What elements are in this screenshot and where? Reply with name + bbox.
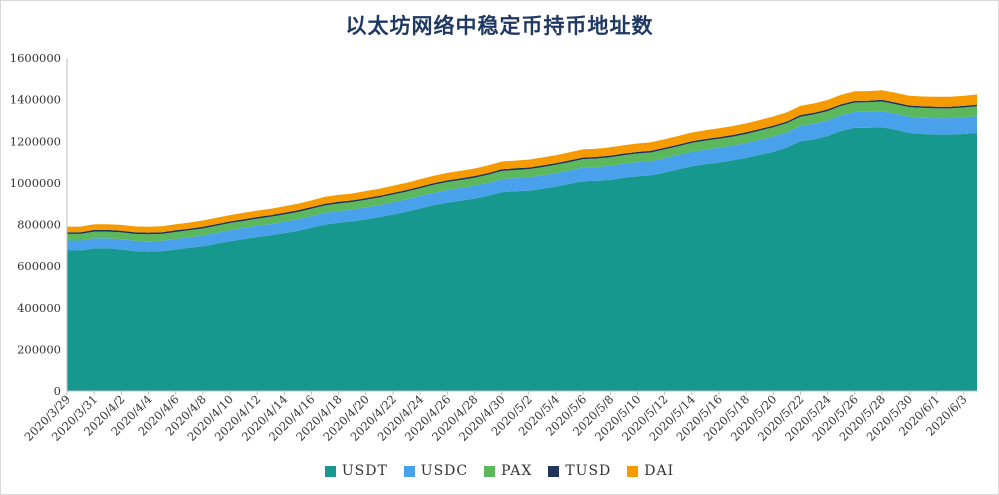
legend-item-pax: PAX <box>484 463 532 479</box>
legend-item-usdt: USDT <box>324 463 388 479</box>
legend: USDT USDC PAX TUSD DAI <box>0 463 999 479</box>
legend-label: TUSD <box>565 463 612 479</box>
y-axis: 0 200000 400000 600000 800000 1000000 1200000 1… <box>10 51 68 398</box>
y-tick-label: 800000 <box>17 218 61 232</box>
chart-title: 以太坊网络中稳定币持币地址数 <box>345 13 654 38</box>
legend-label: DAI <box>644 463 675 479</box>
legend-swatch <box>627 465 639 477</box>
y-tick-label: 1600000 <box>10 51 61 65</box>
y-tick-label: 600000 <box>17 259 61 273</box>
y-tick-label: 1200000 <box>10 134 61 148</box>
legend-swatch <box>484 465 496 477</box>
legend-label: USDC <box>420 463 469 479</box>
y-tick-label: 400000 <box>17 301 61 315</box>
area-pax <box>67 101 977 242</box>
area-usdt <box>67 127 977 391</box>
legend-swatch <box>324 465 336 477</box>
y-tick-label: 0 <box>54 384 61 398</box>
legend-label: USDT <box>341 463 388 479</box>
y-tick-label: 1400000 <box>10 93 61 107</box>
y-tick-label: 200000 <box>17 342 61 356</box>
legend-item-usdc: USDC <box>403 463 469 479</box>
legend-swatch <box>403 465 415 477</box>
legend-label: PAX <box>501 463 533 479</box>
legend-item-dai: DAI <box>627 463 674 479</box>
area-dai <box>67 90 977 233</box>
legend-item-tusd: TUSD <box>548 463 611 479</box>
series-areas <box>67 90 977 391</box>
y-tick-label: 1000000 <box>10 176 61 190</box>
legend-swatch <box>548 465 560 477</box>
x-axis: 2020/3/292020/3/312020/4/22020/4/42020/4… <box>22 390 977 444</box>
area-usdc <box>67 111 977 252</box>
